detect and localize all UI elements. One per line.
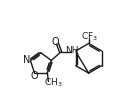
Text: O: O [30, 71, 38, 81]
Text: O: O [52, 38, 59, 48]
Text: CF$_3$: CF$_3$ [81, 30, 98, 43]
Text: CH$_3$: CH$_3$ [44, 76, 62, 89]
Text: NH: NH [65, 46, 78, 55]
Text: N: N [23, 55, 30, 65]
